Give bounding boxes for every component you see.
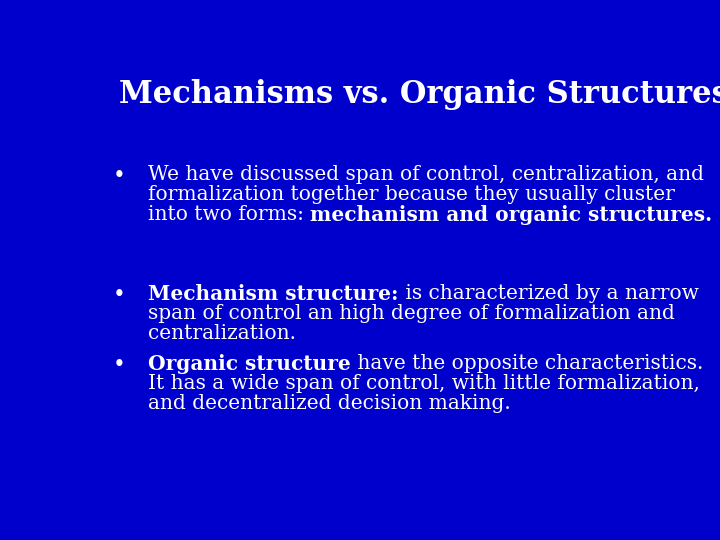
Text: It has a wide span of control, with little formalization,: It has a wide span of control, with litt…	[148, 374, 700, 393]
Text: mechanism and organic structures.: mechanism and organic structures.	[310, 205, 713, 225]
Text: We have discussed span of control, centralization, and: We have discussed span of control, centr…	[148, 165, 704, 184]
Text: •: •	[113, 165, 126, 187]
Text: •: •	[113, 354, 126, 375]
Text: •: •	[113, 284, 126, 306]
Text: is characterized by a narrow: is characterized by a narrow	[399, 284, 698, 303]
Text: Mechanisms vs. Organic Structures: Mechanisms vs. Organic Structures	[120, 79, 720, 110]
Text: Mechanism structure:: Mechanism structure:	[148, 284, 399, 304]
Text: into two forms:: into two forms:	[148, 205, 310, 224]
Text: Organic structure: Organic structure	[148, 354, 351, 374]
Text: centralization.: centralization.	[148, 325, 296, 343]
Text: have the opposite characteristics.: have the opposite characteristics.	[351, 354, 703, 373]
Text: span of control an high degree of formalization and: span of control an high degree of formal…	[148, 304, 675, 323]
Text: formalization together because they usually cluster: formalization together because they usua…	[148, 185, 675, 204]
Text: and decentralized decision making.: and decentralized decision making.	[148, 394, 511, 413]
